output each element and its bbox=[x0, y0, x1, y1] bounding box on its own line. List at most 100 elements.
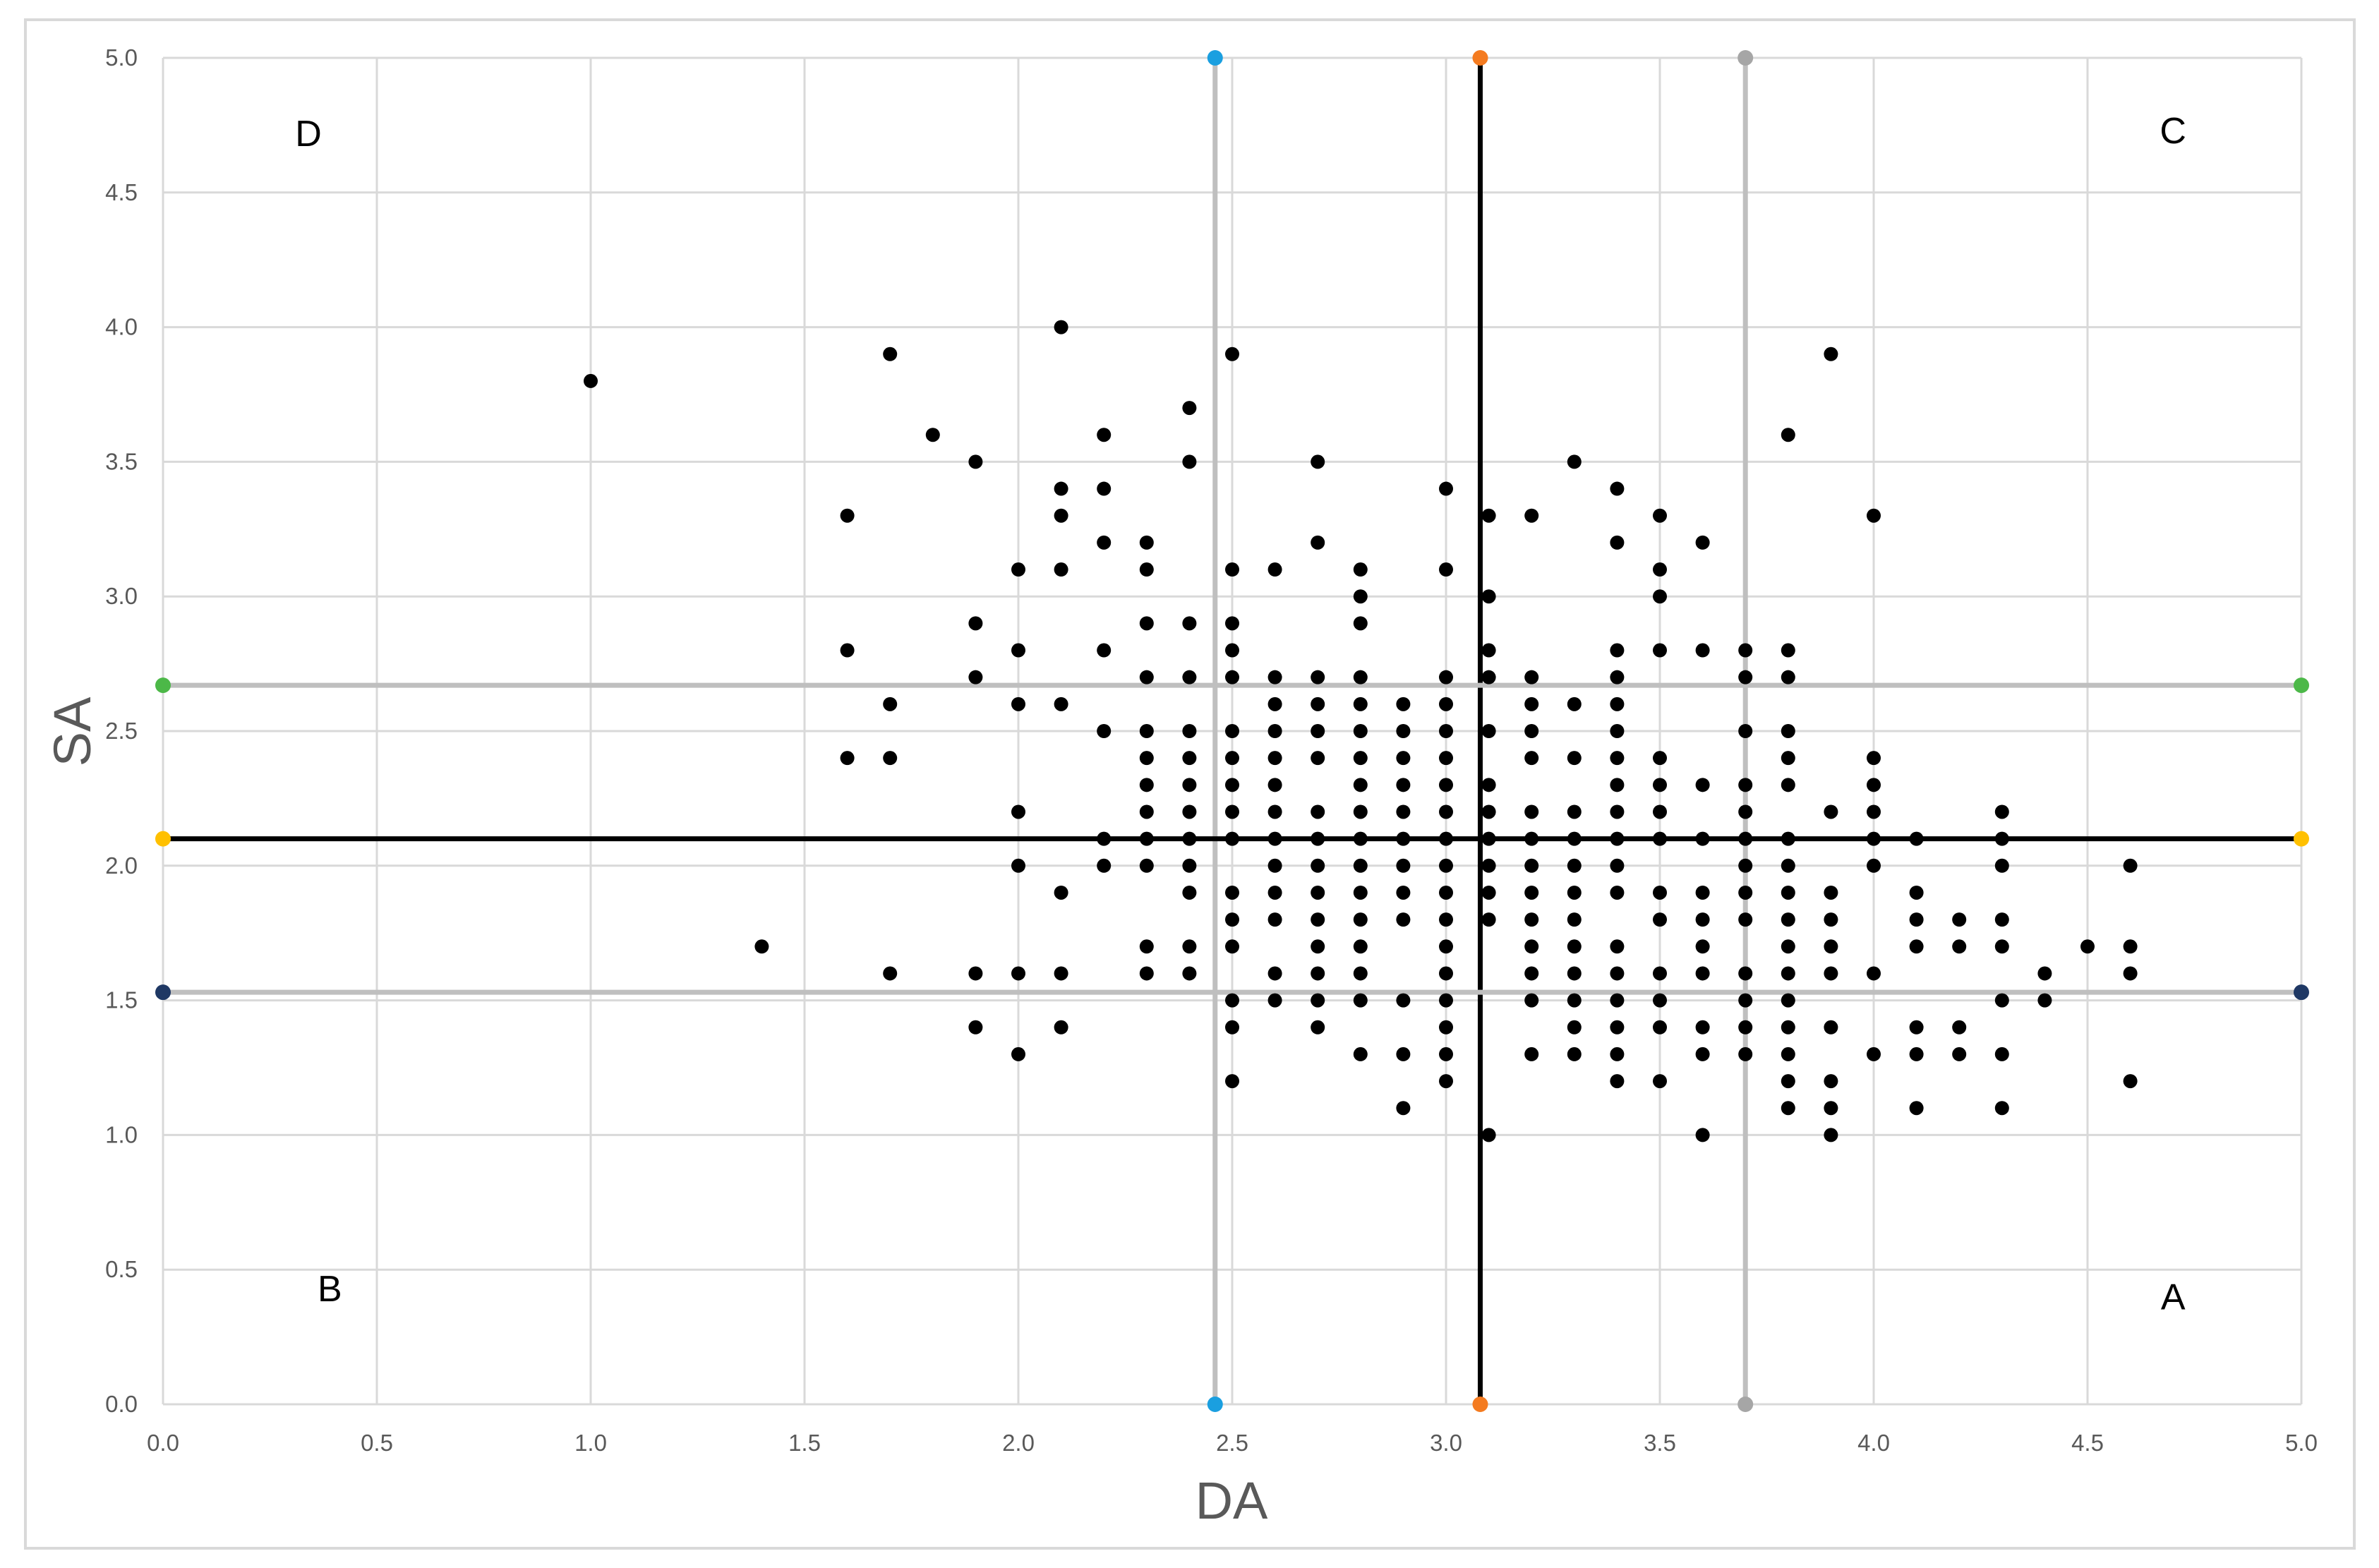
data-point bbox=[1567, 993, 1582, 1008]
data-point bbox=[1653, 508, 1667, 523]
data-point bbox=[1097, 643, 1112, 658]
data-point bbox=[1824, 939, 1838, 954]
data-point bbox=[1225, 912, 1239, 927]
data-point bbox=[1054, 885, 1068, 900]
data-point bbox=[1653, 589, 1667, 604]
data-point bbox=[1738, 885, 1753, 900]
gridlines bbox=[162, 56, 2303, 1406]
data-point bbox=[1524, 939, 1539, 954]
data-point bbox=[1225, 831, 1239, 846]
data-point bbox=[1610, 1047, 1625, 1061]
data-point bbox=[1439, 885, 1453, 900]
data-point bbox=[1439, 858, 1453, 873]
data-point bbox=[1738, 778, 1753, 792]
data-point bbox=[1781, 428, 1795, 442]
data-point bbox=[1781, 1101, 1795, 1116]
data-point bbox=[1738, 643, 1753, 658]
data-point bbox=[1867, 804, 1881, 819]
data-point bbox=[1781, 751, 1795, 766]
y-tick-label: 1.0 bbox=[105, 1121, 138, 1147]
data-point bbox=[1267, 562, 1282, 577]
x-tick-label: 4.5 bbox=[2071, 1430, 2104, 1456]
data-point bbox=[1738, 1020, 1753, 1035]
data-point bbox=[1952, 1047, 1967, 1061]
data-point bbox=[1054, 1020, 1068, 1035]
data-point bbox=[1695, 535, 1710, 550]
data-point bbox=[1653, 804, 1667, 819]
data-point bbox=[1267, 966, 1282, 981]
data-point bbox=[1182, 885, 1197, 900]
data-point bbox=[1439, 778, 1453, 792]
data-point bbox=[1311, 535, 1325, 550]
data-point bbox=[1267, 670, 1282, 685]
data-point bbox=[1738, 724, 1753, 738]
data-point bbox=[1653, 778, 1667, 792]
data-point bbox=[1439, 966, 1453, 981]
data-point bbox=[1738, 670, 1753, 685]
data-point bbox=[2037, 993, 2052, 1008]
data-point bbox=[840, 751, 855, 766]
data-point bbox=[1653, 1074, 1667, 1089]
x-tick-label: 3.5 bbox=[1644, 1430, 1676, 1456]
data-point bbox=[1225, 724, 1239, 738]
data-point bbox=[1653, 1020, 1667, 1035]
data-point bbox=[1824, 885, 1838, 900]
data-point bbox=[1225, 778, 1239, 792]
data-point bbox=[1695, 778, 1710, 792]
data-point bbox=[1439, 696, 1453, 711]
data-point bbox=[1439, 751, 1453, 766]
data-point bbox=[1781, 1074, 1795, 1089]
data-point bbox=[1267, 724, 1282, 738]
data-point bbox=[968, 616, 983, 631]
data-point bbox=[1311, 912, 1325, 927]
data-point bbox=[1439, 1020, 1453, 1035]
reference-marker bbox=[2294, 677, 2309, 694]
data-point bbox=[1353, 993, 1368, 1008]
data-point bbox=[1781, 670, 1795, 685]
data-point bbox=[1182, 804, 1197, 819]
data-point bbox=[1524, 696, 1539, 711]
data-point bbox=[1524, 751, 1539, 766]
data-point bbox=[1695, 939, 1710, 954]
data-point bbox=[1139, 535, 1154, 550]
data-point bbox=[1738, 804, 1753, 819]
data-point bbox=[1610, 751, 1625, 766]
data-point bbox=[1824, 912, 1838, 927]
data-point bbox=[1781, 1020, 1795, 1035]
data-point bbox=[1396, 804, 1411, 819]
data-point bbox=[1311, 804, 1325, 819]
data-point bbox=[1695, 966, 1710, 981]
data-point bbox=[1610, 939, 1625, 954]
data-point bbox=[1481, 589, 1496, 604]
data-point bbox=[1824, 346, 1838, 361]
data-point bbox=[1781, 1047, 1795, 1061]
data-point bbox=[1824, 1074, 1838, 1089]
data-point bbox=[1738, 858, 1753, 873]
data-point bbox=[1311, 696, 1325, 711]
data-point bbox=[1952, 1020, 1967, 1035]
data-point bbox=[1481, 912, 1496, 927]
data-point bbox=[1311, 885, 1325, 900]
y-tick-label: 2.0 bbox=[105, 852, 138, 879]
data-point bbox=[1011, 696, 1025, 711]
data-point bbox=[840, 643, 855, 658]
quadrant-label: B bbox=[318, 1269, 342, 1310]
data-point bbox=[1139, 966, 1154, 981]
data-point bbox=[1311, 966, 1325, 981]
data-point bbox=[1311, 670, 1325, 685]
data-point bbox=[1653, 831, 1667, 846]
data-point bbox=[1738, 1047, 1753, 1061]
data-point bbox=[1610, 670, 1625, 685]
x-tick-label: 2.0 bbox=[1002, 1430, 1035, 1456]
data-point bbox=[1481, 724, 1496, 738]
reference-marker bbox=[2294, 831, 2309, 847]
data-point bbox=[1097, 428, 1112, 442]
data-point bbox=[1311, 993, 1325, 1008]
data-point bbox=[1610, 724, 1625, 738]
reference-marker bbox=[1737, 50, 1754, 66]
data-point bbox=[1225, 993, 1239, 1008]
data-point bbox=[1695, 1128, 1710, 1142]
data-point bbox=[1524, 724, 1539, 738]
data-point bbox=[1567, 751, 1582, 766]
